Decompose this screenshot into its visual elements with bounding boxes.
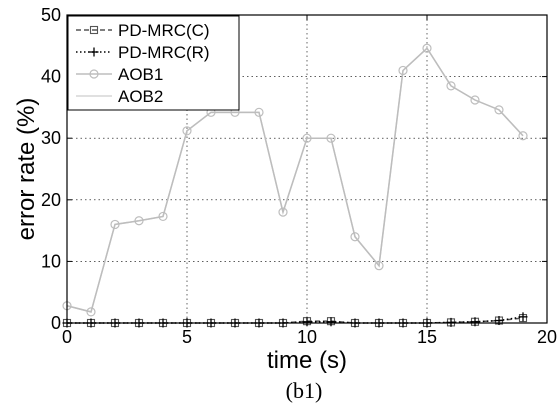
y-tick-label: 0 (51, 313, 61, 333)
legend-marker (89, 25, 99, 35)
y-tick-label: 50 (41, 5, 61, 25)
series-aob1 (62, 43, 528, 317)
data-point (470, 95, 480, 105)
data-point (446, 317, 456, 327)
legend-label: AOB2 (118, 87, 163, 106)
y-tick-label: 20 (41, 190, 61, 210)
data-point (470, 317, 480, 327)
x-tick-label: 5 (182, 327, 192, 347)
data-point (110, 219, 120, 230)
data-point (134, 216, 144, 226)
data-point (278, 207, 288, 217)
data-point (326, 317, 336, 327)
ticks: 0 5 10 15 20 0 10 20 30 40 50 (41, 5, 557, 347)
data-point (518, 131, 528, 141)
data-point (182, 126, 192, 136)
y-tick-label: 30 (41, 128, 61, 148)
x-tick-label: 0 (62, 327, 72, 347)
data-point (518, 312, 528, 322)
data-point (326, 133, 336, 143)
legend-marker (89, 47, 99, 57)
data-point (446, 81, 456, 91)
data-point (350, 232, 360, 242)
legend-item: PD-MRC(C) (76, 21, 210, 40)
y-axis-title: error rate (%) (13, 98, 40, 241)
x-axis-title: time (s) (267, 347, 347, 374)
data-point (302, 133, 312, 143)
legend-item: AOB1 (76, 65, 163, 84)
data-point (254, 107, 264, 117)
data-point (86, 307, 96, 317)
legend-item: PD-MRC(R) (76, 43, 210, 62)
y-tick-label: 40 (41, 67, 61, 87)
series-pd-mrc-c (62, 314, 528, 328)
x-tick-label: 15 (417, 327, 437, 347)
x-tick-label: 20 (537, 327, 557, 347)
legend-marker (89, 69, 99, 79)
legend-item: AOB2 (76, 87, 163, 106)
data-point (422, 43, 432, 53)
legend: PD-MRC(C) PD-MRC(R) AOB1 AOB2 (67, 15, 240, 111)
series-pd-mrc-r (62, 312, 528, 328)
data-point (158, 211, 168, 222)
y-tick-label: 10 (41, 251, 61, 271)
legend-label: PD-MRC(C) (118, 21, 210, 40)
data-point (398, 65, 408, 76)
legend-label: AOB1 (118, 65, 163, 84)
data-point (374, 261, 384, 271)
legend-label: PD-MRC(R) (118, 43, 210, 62)
figure-caption: (b1) (286, 378, 323, 403)
data-point (494, 105, 504, 115)
legend-box (67, 15, 240, 111)
x-tick-label: 10 (297, 327, 317, 347)
